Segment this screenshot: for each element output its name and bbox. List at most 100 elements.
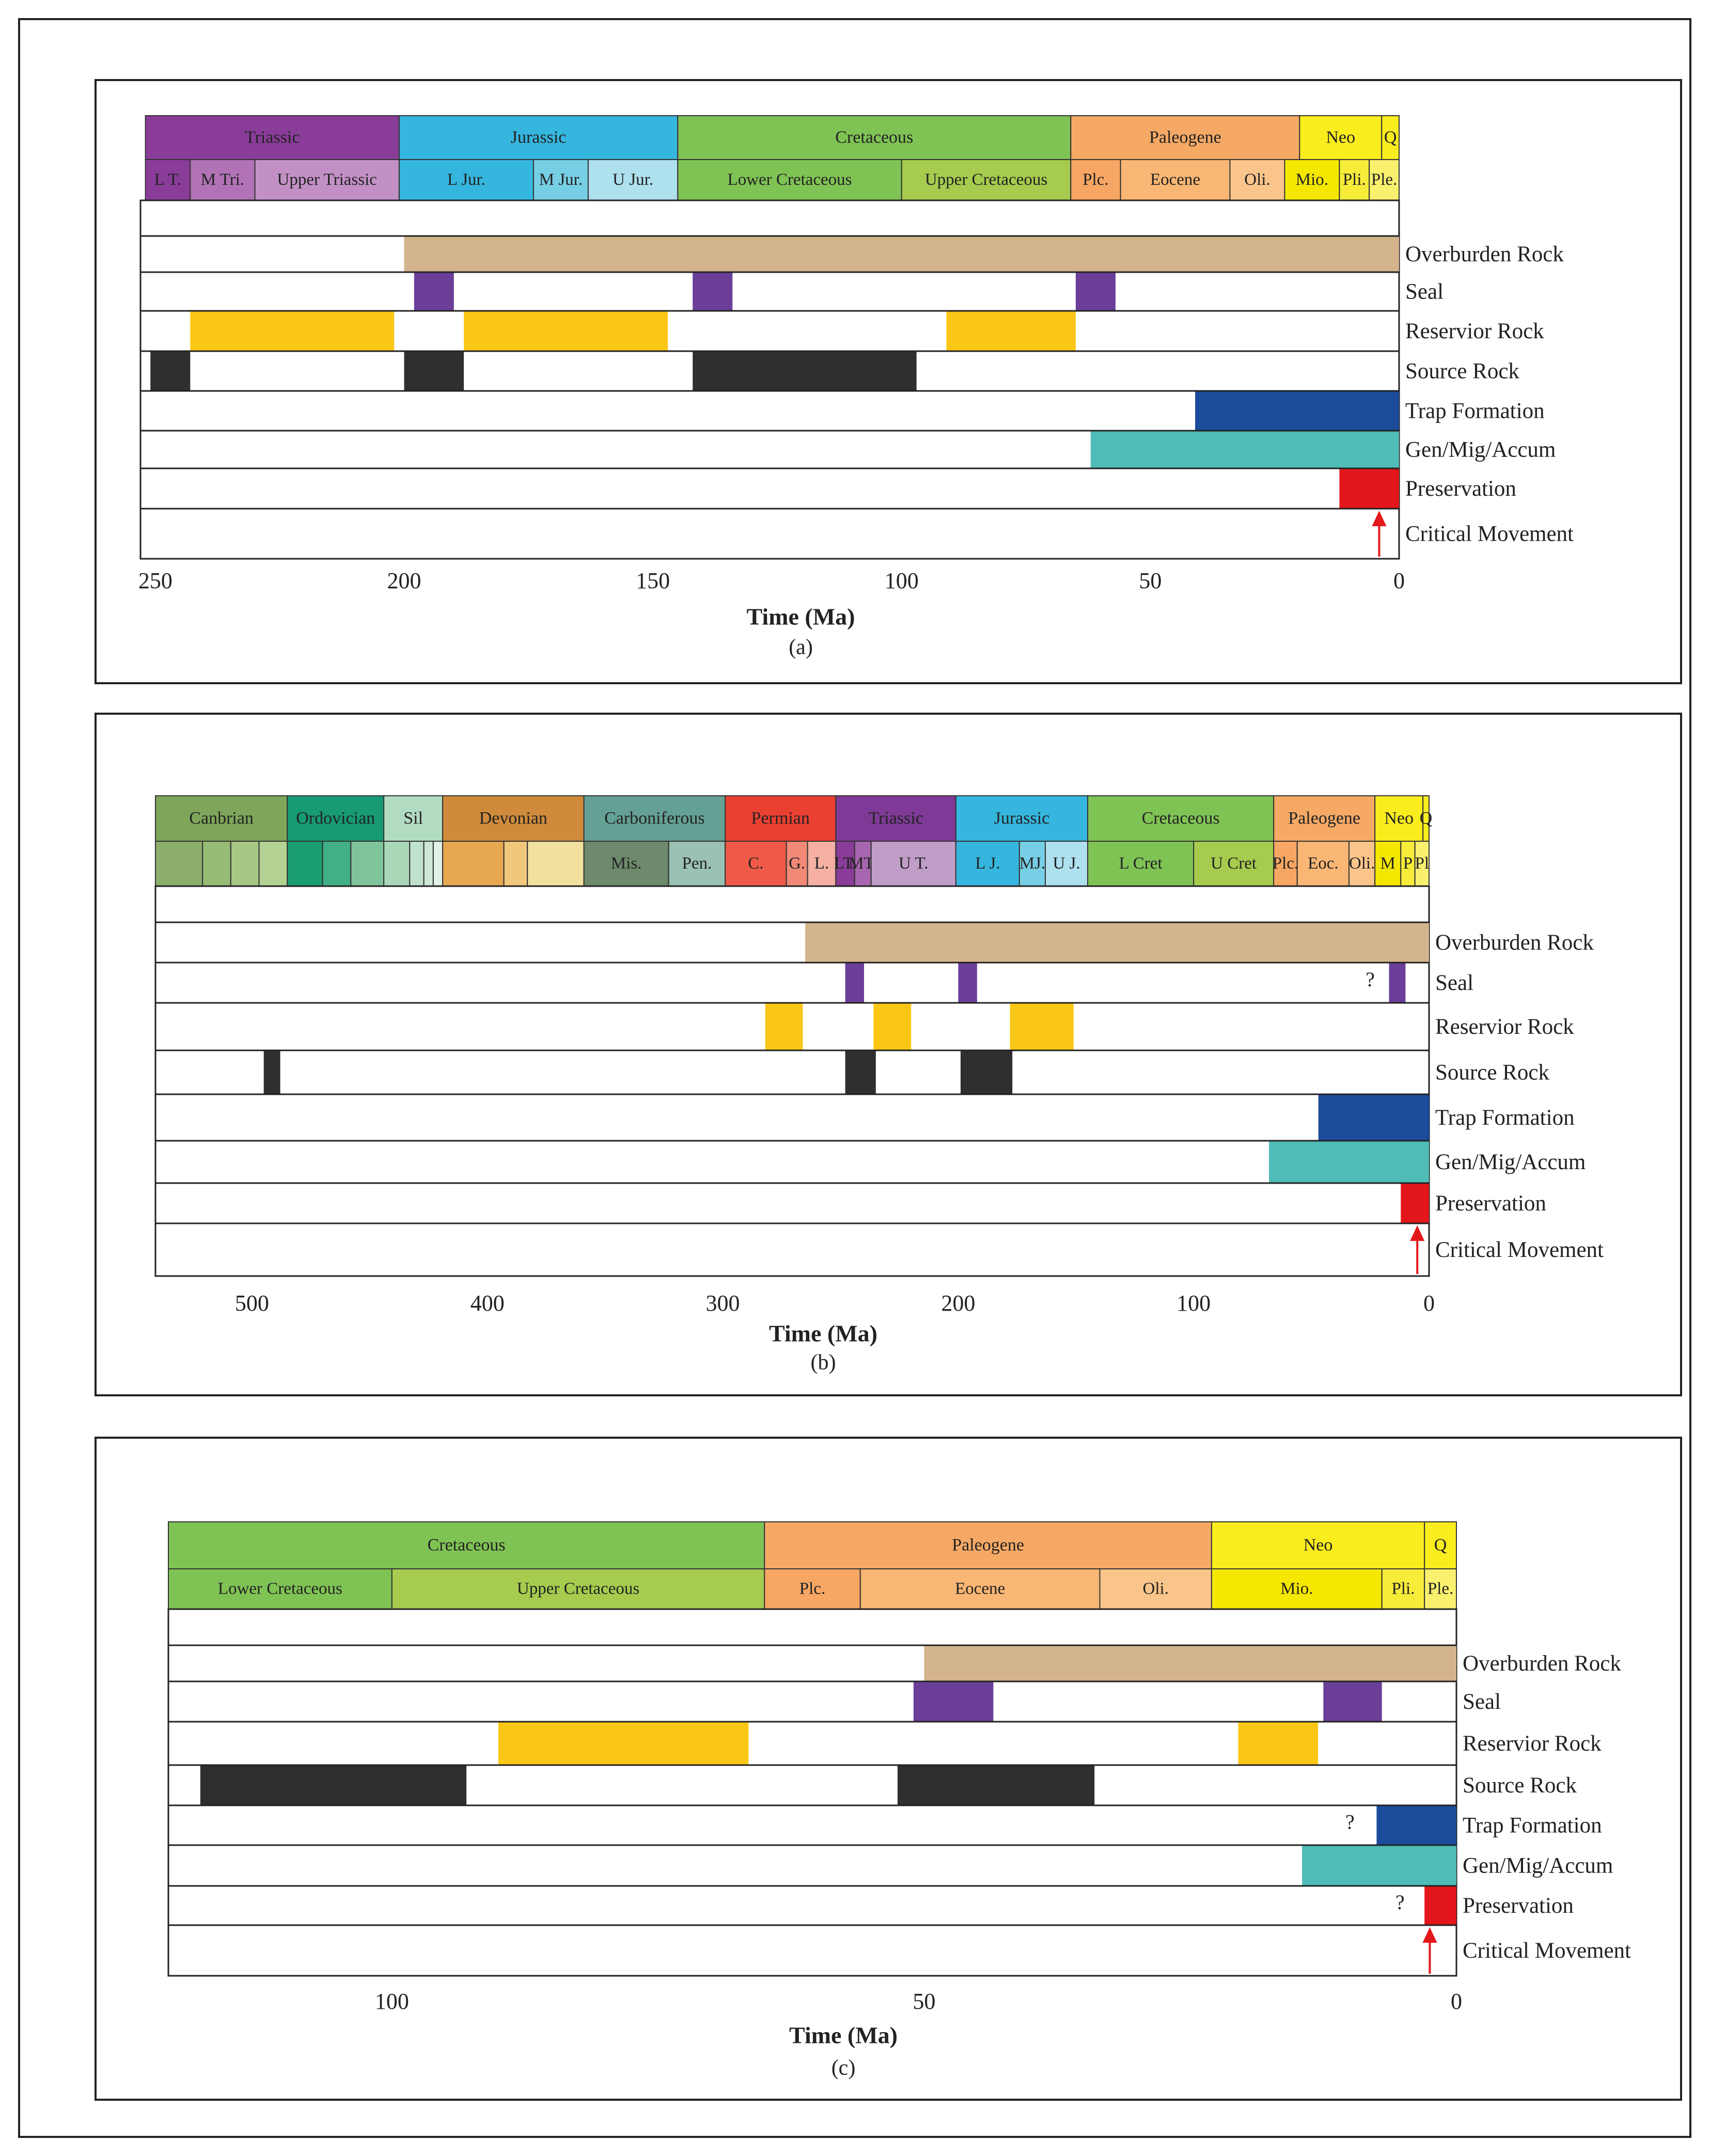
event-bar	[1389, 963, 1406, 1003]
row-label: Seal	[1435, 971, 1473, 995]
event-bar	[845, 1050, 876, 1094]
panel-caption: (b)	[811, 1351, 836, 1375]
period-label: Canbrian	[189, 809, 254, 828]
panel-caption: (c)	[832, 2056, 856, 2080]
row-label: Seal	[1405, 279, 1444, 304]
event-bar	[693, 272, 733, 311]
period-label: Carboniferous	[604, 809, 705, 828]
row-label: Source Rock	[1463, 1773, 1577, 1798]
epoch-cell	[1348, 841, 1376, 887]
row-label: Gen/Mig/Accum	[1463, 1853, 1613, 1878]
panel-caption: (a)	[789, 636, 813, 659]
row-label: Trap Formation	[1463, 1813, 1602, 1837]
epoch-label: Lower Cretaceous	[728, 170, 852, 189]
row-label: Preservation	[1405, 477, 1516, 501]
event-bar	[913, 1681, 994, 1722]
event-bar	[693, 351, 917, 391]
epoch-label: Upper Cretaceous	[517, 1580, 639, 1598]
event-bar	[150, 351, 191, 391]
period-label: Permian	[751, 809, 810, 828]
epoch-cell	[1099, 1568, 1212, 1610]
epoch-cell	[287, 841, 323, 887]
x-tick-label: 100	[1176, 1291, 1211, 1316]
epoch-label: L Jur.	[447, 170, 485, 189]
row-label: Gen/Mig/Accum	[1405, 437, 1556, 462]
event-bar	[1401, 1183, 1429, 1223]
row-label: Reservior Rock	[1405, 319, 1544, 343]
event-bar	[897, 1765, 1095, 1805]
epoch-cell	[230, 841, 260, 887]
event-bar	[263, 1050, 280, 1094]
epoch-label: L J.	[975, 854, 1000, 873]
period-cell	[1211, 1521, 1425, 1569]
period-label: Q	[1434, 1535, 1447, 1554]
event-grid	[167, 1608, 1457, 1977]
epoch-cell	[1414, 841, 1430, 887]
x-tick-label: 150	[636, 568, 670, 593]
uncertainty-mark: ?	[1366, 968, 1375, 991]
epoch-cell	[1381, 1568, 1425, 1610]
event-bar	[924, 1645, 1456, 1681]
epoch-cell	[391, 1568, 765, 1610]
event-bar	[1269, 1141, 1429, 1183]
epoch-label: Lower Cretaceous	[218, 1580, 342, 1598]
petroleum-system-chart-a: Triassic Jurassic Cretaceous Paleogene Neo Q L…	[95, 79, 1682, 684]
event-bar	[873, 1003, 912, 1050]
period-label: Devonian	[479, 809, 547, 828]
epoch-label: G.	[789, 854, 805, 873]
row-label: Overburden Rock	[1463, 1651, 1621, 1676]
period-label: Triassic	[245, 128, 300, 147]
period-cell	[1070, 115, 1300, 160]
epoch-cell	[901, 159, 1072, 201]
epoch-cell	[587, 159, 679, 201]
x-tick-label: 250	[138, 568, 172, 593]
period-label: Q	[1384, 128, 1397, 147]
period-cell	[1381, 115, 1400, 160]
row-label: Trap Formation	[1435, 1106, 1575, 1130]
row-label: Reservior Rock	[1463, 1732, 1602, 1756]
chart-svg: Triassic Jurassic Cretaceous Paleogene Neo QL…	[138, 115, 1574, 659]
x-tick-label: 50	[1139, 568, 1162, 593]
epoch-cell	[503, 841, 528, 887]
epoch-cell	[202, 841, 231, 887]
epoch-cell	[1284, 159, 1340, 201]
event-bar	[464, 311, 668, 351]
x-tick-label: 100	[885, 568, 919, 593]
period-label: Ordovician	[296, 809, 375, 828]
row-label: Critical Movement	[1463, 1939, 1631, 1963]
epoch-label: Eoc.	[1308, 854, 1339, 873]
x-tick-label: 0	[1451, 1989, 1462, 2014]
epoch-label: Pli.	[1391, 1580, 1415, 1598]
period-cell	[145, 115, 400, 160]
x-tick-label: 100	[375, 1989, 409, 2014]
event-bar	[404, 351, 464, 391]
event-bar	[498, 1722, 749, 1765]
period-cell	[1087, 795, 1275, 842]
epoch-cell	[1369, 159, 1400, 201]
uncertainty-mark: ?	[1345, 1811, 1355, 1834]
epoch-label: Upper Cretaceous	[925, 170, 1047, 189]
event-bar	[958, 963, 977, 1003]
epoch-band: Lower Cretaceous Upper Cretaceous Plc. Eoce…	[168, 1568, 1457, 1610]
period-label: Cretaceous	[835, 128, 913, 147]
row-label: Preservation	[1435, 1191, 1546, 1216]
x-tick-label: 200	[387, 568, 421, 593]
epoch-cell	[168, 1568, 393, 1610]
row-label: Reservior Rock	[1435, 1015, 1574, 1039]
epoch-label: P	[1403, 854, 1413, 873]
epoch-cell	[409, 841, 425, 887]
chart-svg: Cretaceous Paleogene Neo Q Lower Cretaceous U…	[167, 1521, 1631, 2080]
epoch-cell	[322, 841, 352, 887]
epoch-label: Plc.	[1273, 854, 1298, 873]
x-axis-title: Time (Ma)	[769, 1320, 877, 1347]
epoch-label: Upper Triassic	[277, 170, 376, 189]
epoch-cell	[350, 841, 385, 887]
critical-moment-arrowhead	[1372, 511, 1387, 526]
epoch-cell	[398, 159, 534, 201]
epoch-label: MJ.	[1019, 854, 1045, 873]
row-label: Overburden Rock	[1405, 242, 1564, 266]
period-cell	[955, 795, 1089, 842]
epoch-label: C.	[748, 854, 763, 873]
period-label: Cretaceous	[1142, 809, 1220, 828]
period-label: Jurassic	[994, 809, 1050, 828]
